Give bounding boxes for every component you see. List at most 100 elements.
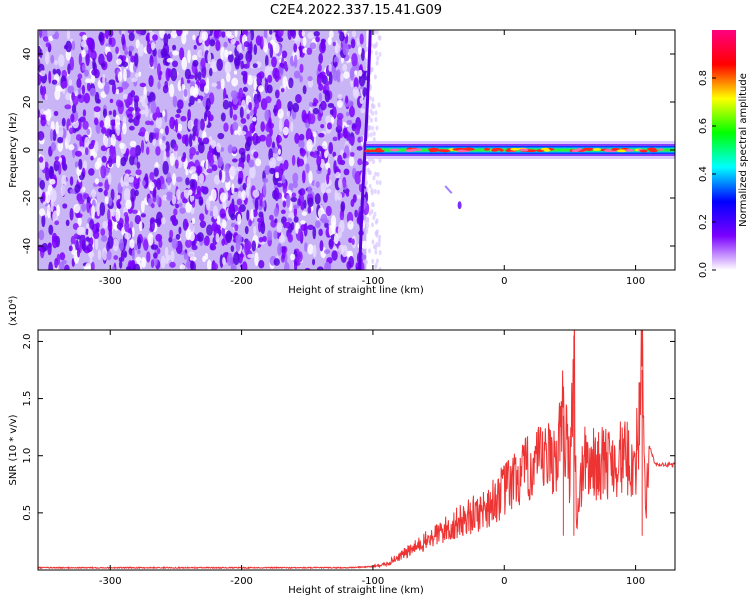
noise-speckle (130, 55, 136, 63)
noise-speckle (312, 131, 317, 138)
noise-speckle (54, 257, 59, 269)
noise-speckle (124, 220, 130, 233)
noise-speckle (325, 205, 332, 217)
noise-speckle (242, 73, 248, 85)
noise-speckle (317, 145, 322, 152)
noise-speckle (213, 174, 221, 185)
signal-peak (624, 149, 635, 152)
noise-speckle (313, 30, 320, 37)
noise-speckle (232, 121, 239, 132)
noise-speckle (287, 217, 293, 223)
noise-speckle (264, 109, 270, 122)
noise-speckle (264, 55, 269, 67)
noise-speckle (134, 157, 138, 166)
noise-speckle (350, 151, 355, 157)
noise-speckle (192, 125, 197, 134)
noise-speckle (371, 239, 375, 245)
noise-speckle (181, 32, 187, 45)
noise-speckle (149, 171, 155, 181)
colorbar-tick-label: 0.8 (698, 70, 709, 86)
noise-speckle (139, 127, 147, 137)
noise-speckle (81, 203, 87, 212)
noise-speckle (215, 39, 221, 52)
noise-speckle (330, 116, 335, 124)
noise-speckle (378, 51, 382, 57)
noise-speckle (372, 131, 376, 137)
noise-speckle (180, 115, 187, 122)
snr-frame (37, 329, 676, 571)
noise-speckle (327, 167, 331, 176)
noise-speckle (307, 243, 314, 255)
noise-speckle (331, 250, 338, 261)
noise-speckle (304, 242, 308, 252)
noise-speckle (275, 134, 282, 144)
noise-speckle (129, 155, 135, 166)
noise-speckle (325, 115, 332, 124)
noise-speckle (241, 190, 246, 201)
noise-speckle (269, 167, 276, 175)
noise-speckle (179, 47, 185, 61)
noise-speckle (175, 233, 181, 240)
noise-speckle (301, 211, 308, 216)
noise-speckle (253, 151, 259, 159)
noise-speckle (247, 31, 252, 44)
noise-speckle (305, 163, 310, 174)
noise-speckle (197, 232, 204, 242)
noise-speckle (40, 85, 44, 96)
noise-speckle (252, 116, 257, 122)
noise-speckle (274, 68, 280, 83)
noise-speckle (332, 221, 336, 235)
noise-speckle (252, 132, 259, 146)
noise-speckle (211, 164, 218, 172)
noise-speckle (97, 182, 103, 187)
noise-speckle (59, 252, 66, 261)
spectrogram-xtick-label: -200 (230, 276, 253, 287)
noise-speckle (156, 194, 160, 206)
noise-speckle (276, 156, 283, 162)
noise-speckle (99, 120, 104, 128)
noise-speckle (315, 36, 320, 43)
noise-speckle (360, 85, 365, 90)
noise-speckle (52, 34, 58, 40)
noise-speckle (331, 106, 337, 119)
noise-speckle (166, 150, 170, 158)
noise-speckle (90, 74, 96, 84)
noise-speckle (321, 75, 327, 81)
noise-speckle (343, 71, 350, 79)
noise-speckle (317, 63, 322, 72)
noise-speckle (230, 90, 238, 99)
spectrogram-ytick-label: 0 (22, 147, 33, 153)
signal-peak (510, 147, 519, 151)
noise-speckle (110, 188, 115, 201)
noise-speckle (359, 33, 364, 45)
spectrogram-ytick-label: 40 (22, 48, 33, 61)
noise-speckle (207, 259, 212, 270)
noise-speckle (68, 144, 75, 151)
spectrogram-ylabel: Frequency (Hz) (8, 112, 19, 188)
noise-speckle (227, 34, 235, 39)
noise-speckle (287, 101, 294, 112)
noise-speckle (213, 30, 220, 39)
noise-speckle (300, 220, 306, 225)
noise-speckle (61, 117, 66, 127)
noise-speckle (141, 180, 146, 186)
noise-speckle (273, 146, 278, 154)
noise-speckle (372, 136, 376, 142)
noise-speckle (374, 43, 378, 49)
noise-speckle (190, 260, 195, 270)
noise-speckle (224, 163, 230, 173)
noise-speckle (165, 141, 170, 154)
noise-speckle (148, 75, 154, 88)
noise-speckle (240, 60, 245, 70)
noise-speckle (179, 264, 186, 270)
noise-speckle (340, 72, 344, 82)
noise-speckle (78, 53, 83, 66)
noise-speckle (81, 84, 86, 96)
noise-speckle (45, 51, 50, 65)
noise-speckle (41, 242, 49, 252)
noise-speckle (149, 54, 154, 68)
noise-speckle (54, 220, 60, 226)
noise-speckle (231, 77, 239, 87)
noise-speckle (150, 41, 156, 51)
noise-speckle (172, 95, 178, 108)
